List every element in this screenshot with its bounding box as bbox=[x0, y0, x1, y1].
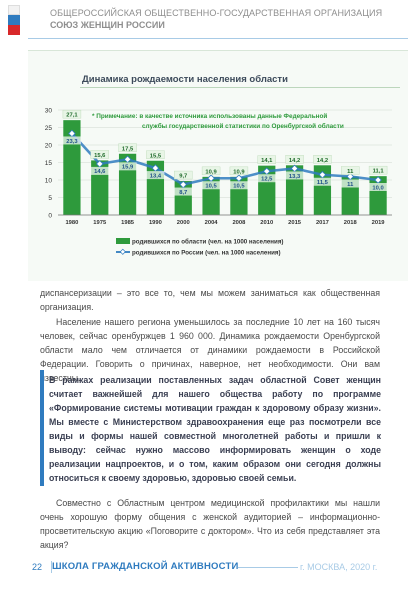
y-tick-label: 10 bbox=[45, 178, 53, 185]
paragraph-1: диспансеризации – это все то, чем мы мож… bbox=[40, 286, 380, 314]
x-tick-label: 2015 bbox=[288, 220, 302, 226]
line-value-label: 13,3 bbox=[289, 174, 301, 180]
x-tick-label: 2010 bbox=[260, 220, 273, 226]
bar-value-label: 17,5 bbox=[122, 146, 134, 152]
x-tick-label: 1980 bbox=[65, 220, 78, 226]
x-tick-label: 1990 bbox=[149, 220, 162, 226]
russia-line bbox=[72, 133, 378, 184]
x-tick-label: 2019 bbox=[372, 220, 386, 226]
bars-series bbox=[63, 120, 386, 215]
quote-accent-bar bbox=[40, 370, 44, 486]
legend-marker-russia bbox=[120, 249, 125, 254]
line-value-label: 14,6 bbox=[94, 169, 106, 175]
line-value-label: 15,9 bbox=[122, 165, 134, 171]
x-tick-label: 2018 bbox=[344, 220, 358, 226]
x-tick-label: 2008 bbox=[232, 220, 246, 226]
bar-value-label: 10,9 bbox=[233, 169, 245, 175]
x-tick-label: 2017 bbox=[316, 220, 329, 226]
bar-value-label: 15,6 bbox=[94, 153, 106, 159]
line-value-label: 23,3 bbox=[66, 139, 78, 145]
page-number: 22 bbox=[32, 562, 42, 572]
bar-value-label: 14,2 bbox=[289, 158, 300, 164]
x-tick-label: 1985 bbox=[121, 220, 135, 226]
bar-value-label: 14,1 bbox=[261, 158, 273, 164]
bar-value-label: 10,9 bbox=[205, 169, 217, 175]
line-value-label: 10,5 bbox=[233, 184, 245, 190]
bar-value-label: 11 bbox=[347, 169, 354, 175]
y-tick-label: 20 bbox=[45, 143, 53, 150]
paragraph-3: Совместно с Областным центром медицинско… bbox=[40, 496, 380, 552]
bar-value-label: 9,7 bbox=[179, 174, 187, 180]
line-value-label: 10,5 bbox=[205, 184, 217, 190]
y-tick-label: 5 bbox=[48, 195, 52, 202]
y-tick-label: 0 bbox=[48, 213, 52, 220]
line-value-label: 13,4 bbox=[150, 173, 162, 179]
y-tick-label: 30 bbox=[45, 108, 53, 115]
bar-value-label: 15,5 bbox=[150, 153, 162, 159]
birth-rate-chart: 27,1 15,6 17,5 15,5 9,7 10,9 10,9 14,1 14,2 14,2 1… bbox=[0, 0, 420, 300]
bar-value-label: 11,1 bbox=[373, 169, 385, 175]
legend-swatch-region bbox=[116, 238, 130, 244]
legend-label-russia: родившихся по России (чел. на 1000 насел… bbox=[132, 250, 281, 257]
line-series bbox=[69, 130, 382, 188]
line-value-label: 8,7 bbox=[179, 190, 187, 196]
x-tick-label: 2000 bbox=[177, 220, 190, 226]
y-tick-label: 25 bbox=[45, 125, 53, 132]
line-value-label: 11,5 bbox=[317, 180, 329, 186]
section-title: ШКОЛА ГРАЖДАНСКОЙ АКТИВНОСТИ bbox=[52, 561, 239, 572]
bar-value-label: 27,1 bbox=[66, 113, 78, 119]
chart-note-line1: * Примечание: в качестве источника испол… bbox=[92, 112, 327, 120]
y-tick-label: 15 bbox=[45, 160, 53, 167]
bar-value-label: 14,2 bbox=[317, 158, 328, 164]
line-value-label: 11 bbox=[347, 182, 354, 188]
chart-legend: родившихся по области (чел. на 1000 насе… bbox=[116, 238, 284, 257]
highlighted-quote: В рамках реализации поставленных задач о… bbox=[49, 373, 381, 485]
footer-divider bbox=[238, 567, 298, 568]
city-year: г. МОСКВА, 2020 г. bbox=[300, 562, 377, 572]
line-value-label: 12,5 bbox=[261, 177, 273, 183]
line-value-label: 10,0 bbox=[372, 185, 383, 191]
chart-note-line2: службы государственной статистики по Оре… bbox=[142, 122, 344, 130]
x-tick-label: 1975 bbox=[93, 220, 107, 226]
legend-label-region: родившихся по области (чел. на 1000 насе… bbox=[132, 239, 284, 246]
x-tick-label: 2004 bbox=[205, 220, 219, 226]
